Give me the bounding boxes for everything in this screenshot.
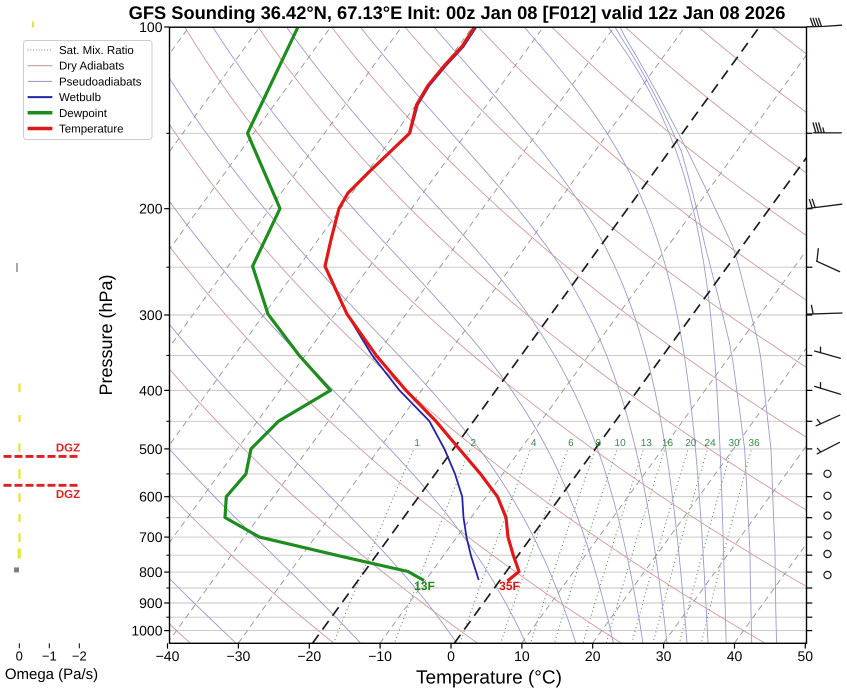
svg-text:30: 30 bbox=[729, 438, 741, 449]
svg-text:Dry Adiabats: Dry Adiabats bbox=[59, 61, 124, 73]
svg-text:6: 6 bbox=[568, 438, 574, 449]
svg-text:30: 30 bbox=[656, 648, 672, 664]
svg-text:8: 8 bbox=[596, 438, 602, 449]
svg-text:0: 0 bbox=[16, 649, 23, 664]
svg-text:−10: −10 bbox=[368, 648, 392, 664]
svg-text:2: 2 bbox=[471, 438, 477, 449]
svg-text:700: 700 bbox=[139, 529, 163, 545]
svg-text:800: 800 bbox=[139, 564, 163, 580]
svg-text:400: 400 bbox=[139, 382, 163, 398]
svg-text:200: 200 bbox=[139, 201, 163, 217]
svg-text:300: 300 bbox=[139, 307, 163, 323]
svg-text:10: 10 bbox=[615, 438, 627, 449]
svg-text:Temperature (°C): Temperature (°C) bbox=[416, 668, 562, 689]
svg-text:20: 20 bbox=[685, 438, 697, 449]
svg-text:Temperature: Temperature bbox=[59, 124, 124, 136]
svg-text:600: 600 bbox=[139, 489, 163, 505]
svg-text:50: 50 bbox=[798, 648, 814, 664]
svg-text:Pseudoadiabats: Pseudoadiabats bbox=[59, 76, 142, 88]
svg-text:−40: −40 bbox=[156, 648, 180, 664]
svg-text:Sat. Mix. Ratio: Sat. Mix. Ratio bbox=[59, 45, 134, 57]
svg-text:13F: 13F bbox=[414, 579, 435, 593]
svg-text:40: 40 bbox=[727, 648, 743, 664]
svg-text:Wetbulb: Wetbulb bbox=[59, 92, 101, 104]
svg-text:36: 36 bbox=[749, 438, 761, 449]
svg-text:24: 24 bbox=[705, 438, 717, 449]
svg-text:1: 1 bbox=[414, 438, 420, 449]
svg-text:−2: −2 bbox=[72, 649, 87, 664]
svg-text:0: 0 bbox=[447, 648, 455, 664]
svg-text:−20: −20 bbox=[297, 648, 321, 664]
svg-text:500: 500 bbox=[139, 441, 163, 457]
svg-text:10: 10 bbox=[514, 648, 530, 664]
svg-text:16: 16 bbox=[662, 438, 674, 449]
svg-text:900: 900 bbox=[139, 595, 163, 611]
svg-text:GFS Sounding 36.42°N, 67.13°E: GFS Sounding 36.42°N, 67.13°E Init: 00z … bbox=[129, 2, 786, 23]
svg-text:20: 20 bbox=[585, 648, 601, 664]
svg-text:−30: −30 bbox=[227, 648, 251, 664]
svg-text:Dewpoint: Dewpoint bbox=[59, 108, 108, 120]
svg-text:DGZ: DGZ bbox=[56, 489, 80, 501]
svg-text:Pressure (hPa): Pressure (hPa) bbox=[96, 274, 116, 395]
svg-text:4: 4 bbox=[531, 438, 537, 449]
svg-text:13: 13 bbox=[641, 438, 653, 449]
svg-text:1000: 1000 bbox=[131, 623, 162, 639]
svg-text:DGZ: DGZ bbox=[56, 442, 80, 454]
svg-text:−1: −1 bbox=[42, 649, 57, 664]
svg-text:35F: 35F bbox=[499, 579, 520, 593]
svg-text:Omega (Pa/s): Omega (Pa/s) bbox=[5, 666, 98, 683]
